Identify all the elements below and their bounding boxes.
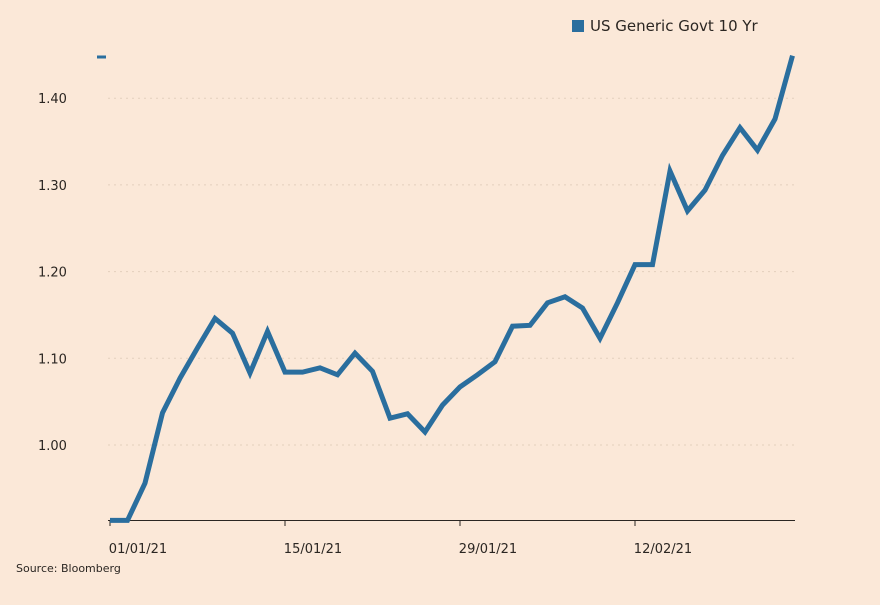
series-line-us-generic-govt-10yr [110, 55, 795, 523]
x-tick-label: 15/01/21 [284, 542, 342, 557]
y-tick-label: 1.30 [38, 179, 67, 194]
y-tick-label: 1.10 [38, 352, 67, 367]
y-tick-label: 1.20 [38, 266, 67, 281]
legend: US Generic Govt 10 Yr [572, 17, 758, 35]
x-tick-label: 01/01/21 [109, 542, 167, 557]
legend-swatch [572, 20, 584, 32]
legend-label: US Generic Govt 10 Yr [590, 17, 758, 35]
y-tick-label: 1.40 [38, 92, 67, 107]
x-tick-label: 29/01/21 [459, 542, 517, 557]
x-tick-label: 12/02/21 [634, 542, 692, 557]
source-note: Source: Bloomberg [16, 562, 121, 575]
y-tick-label: 1.00 [38, 439, 67, 454]
